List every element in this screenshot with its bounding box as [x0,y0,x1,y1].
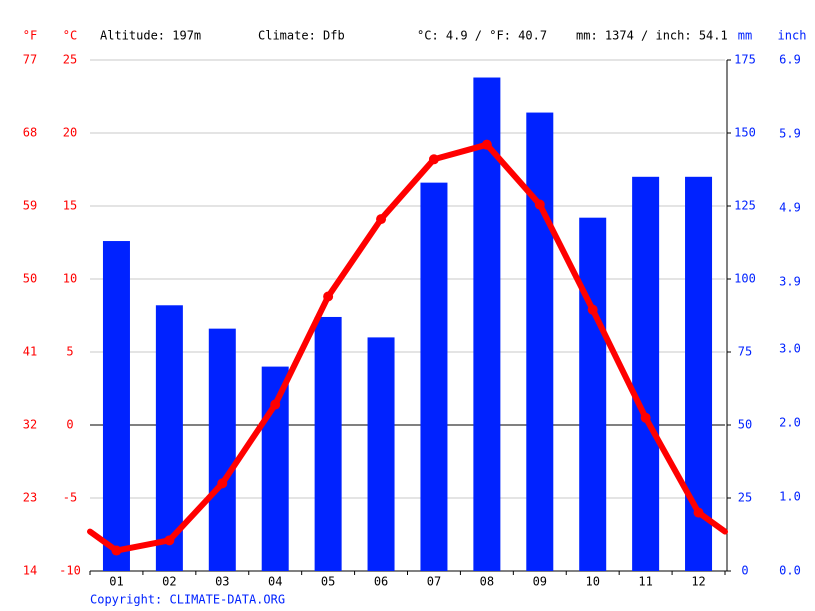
y4-tick-label: 2.0 [779,415,801,429]
bar [685,176,713,572]
y-tick-label: 15 [63,199,77,213]
line-wrap [695,509,728,535]
temperature-line [115,141,702,554]
temperature-point [376,214,387,225]
bar [314,316,342,571]
y-tick-label: -10 [59,564,81,578]
y3-tick-label: 32 [23,418,37,432]
line-wrap [87,528,120,554]
y2-tick-label: 50 [738,418,752,432]
bar [526,112,554,571]
y2-tick-label: 125 [734,199,756,213]
y4-tick-label: 0.0 [779,564,801,578]
x-tick-label: 07 [427,575,441,589]
y-tick-label: 10 [63,272,77,286]
temperature-point [164,535,175,546]
x-tick-label: 03 [215,575,229,589]
total-precip: mm: 1374 / inch: 54.1 [576,29,728,43]
y3-tick-label: 50 [23,272,37,286]
x-tick-label: 11 [638,575,652,589]
bar [102,241,130,572]
y2-tick-label: 100 [734,272,756,286]
y3-tick-label: 23 [23,491,37,505]
y-tick-label: 0 [66,418,73,432]
temperature-point [693,507,704,518]
y3-tick-label: 41 [23,345,37,359]
altitude: Altitude: 197m [100,29,201,43]
x-tick-label: 06 [374,575,388,589]
mm-unit: mm [738,29,752,43]
y4-tick-label: 4.9 [779,201,801,215]
y3-tick-label: 68 [23,126,37,140]
bar [367,337,395,571]
x-tick-label: 04 [268,575,282,589]
y-tick-label: -5 [63,491,77,505]
copyright: Copyright: CLIMATE-DATA.ORG [90,593,285,607]
temperature-point [217,478,228,489]
inch-unit: inch [778,29,807,43]
y-tick-label: 20 [63,126,77,140]
y3-tick-label: 14 [23,564,37,578]
y4-tick-label: 6.9 [779,53,801,67]
y4-tick-label: 3.0 [779,341,801,355]
temperature-point [111,545,122,556]
y2-tick-label: 25 [738,491,752,505]
y2-tick-label: 0 [741,564,748,578]
x-tick-label: 05 [321,575,335,589]
y-tick-label: 25 [63,53,77,67]
y2-tick-label: 175 [734,53,756,67]
bar [420,182,448,571]
temperature-point [428,154,439,165]
x-tick-label: 01 [109,575,123,589]
y2-tick-label: 75 [738,345,752,359]
climate: Climate: Dfb [258,29,345,43]
bar [579,217,607,571]
y4-tick-label: 3.9 [779,275,801,289]
bar [261,366,289,571]
y2-tick-label: 150 [734,126,756,140]
bar [473,77,501,572]
x-tick-label: 02 [162,575,176,589]
temperature-point [270,399,281,410]
bar [208,328,236,571]
bar [632,176,660,572]
x-tick-label: 09 [533,575,547,589]
temperature-point [534,199,545,210]
y4-tick-label: 5.9 [779,127,801,141]
temperature-point [640,412,651,423]
y3-tick-label: 59 [23,199,37,213]
f-unit: °F [23,29,37,43]
avg-temp: °C: 4.9 / °F: 40.7 [417,29,547,43]
x-tick-label: 10 [585,575,599,589]
x-tick-label: 08 [480,575,494,589]
y-tick-label: 5 [66,345,73,359]
temperature-point [323,291,334,302]
x-tick-label: 12 [691,575,705,589]
temperature-point [481,139,492,150]
c-unit: °C [63,29,77,43]
temperature-point [587,304,598,315]
y3-tick-label: 77 [23,53,37,67]
y4-tick-label: 1.0 [779,489,801,503]
